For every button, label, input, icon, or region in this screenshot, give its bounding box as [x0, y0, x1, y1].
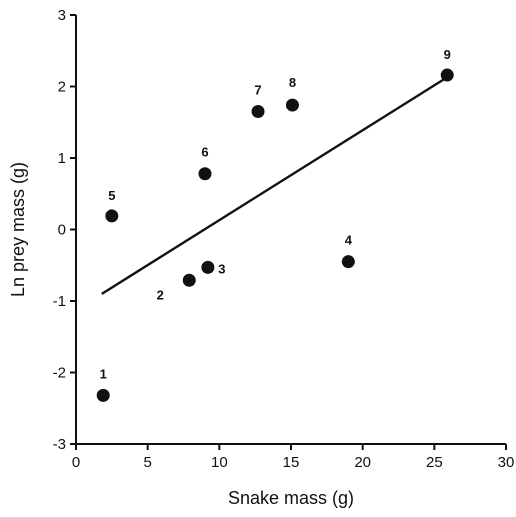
data-point-4	[342, 255, 355, 268]
y-tick-label: -2	[53, 365, 66, 382]
point-label-3: 3	[218, 261, 225, 276]
x-tick-label: 20	[354, 454, 371, 471]
point-label-9: 9	[444, 47, 451, 62]
data-point-9	[441, 69, 454, 82]
point-label-7: 7	[254, 83, 261, 98]
y-tick-label: 0	[58, 222, 66, 239]
point-labels-layer: 1 2 3 4 5 6 7 8 9	[100, 47, 451, 381]
y-tick-label: -3	[53, 436, 66, 453]
data-point-3	[201, 261, 214, 274]
point-label-6: 6	[201, 145, 208, 160]
y-tick-label: 2	[58, 79, 66, 96]
x-axis-title: Snake mass (g)	[228, 488, 354, 508]
data-point-7	[252, 105, 265, 118]
x-tick-label: 30	[498, 454, 515, 471]
point-label-4: 4	[345, 233, 353, 248]
data-point-8	[286, 99, 299, 112]
y-tick-label: -1	[53, 293, 66, 310]
data-point-1	[97, 389, 110, 402]
point-label-2: 2	[157, 287, 164, 302]
x-ticks: 0 5 10 15 20 25 30	[72, 444, 515, 471]
data-point-2	[183, 274, 196, 287]
x-tick-label: 10	[211, 454, 228, 471]
data-point-5	[105, 209, 118, 222]
points-layer	[97, 69, 454, 402]
x-tick-label: 0	[72, 454, 80, 471]
y-tick-label: 1	[58, 150, 66, 167]
data-point-6	[199, 167, 212, 180]
y-axis-title: Ln prey mass (g)	[8, 162, 28, 297]
x-tick-label: 15	[283, 454, 300, 471]
x-tick-label: 25	[426, 454, 443, 471]
y-tick-label: 3	[58, 7, 66, 24]
point-label-5: 5	[108, 188, 115, 203]
point-label-1: 1	[100, 366, 107, 381]
trend-line	[102, 77, 447, 294]
x-tick-label: 5	[143, 454, 151, 471]
y-ticks: -3 -2 -1 0 1 2 3	[53, 7, 76, 453]
trendline-layer	[102, 77, 447, 294]
point-label-8: 8	[289, 75, 296, 90]
